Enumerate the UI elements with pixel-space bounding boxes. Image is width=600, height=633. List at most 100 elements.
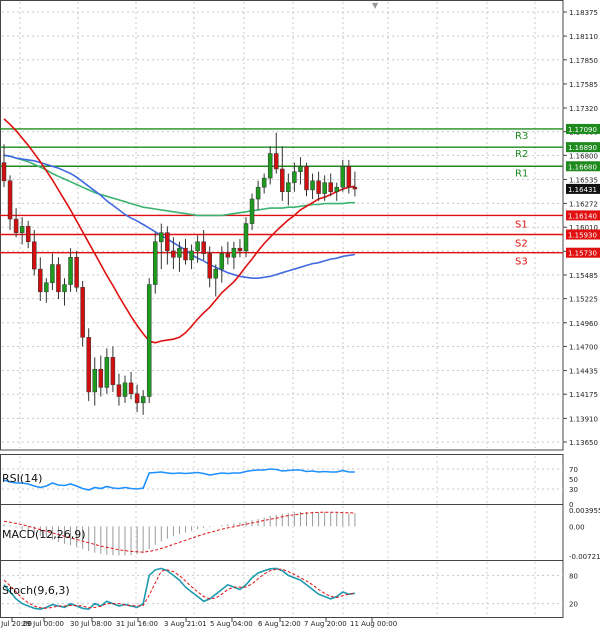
level-value-box xyxy=(566,123,600,134)
price-tick-label: 1.17320 xyxy=(569,105,598,113)
macd-signal-line xyxy=(3,511,355,553)
scroll-marker: ▼ xyxy=(372,1,379,10)
level-value-box xyxy=(566,229,600,240)
level-value-label: 1.16890 xyxy=(568,144,597,152)
candle-body xyxy=(267,153,273,179)
candle-body xyxy=(68,257,73,285)
candle-body xyxy=(286,182,291,192)
level-label-r3: R3 xyxy=(515,131,528,142)
x-axis-label: 30 Jul 08:00 xyxy=(70,620,112,628)
candle-body xyxy=(225,253,231,258)
level-label-r2: R2 xyxy=(515,149,528,160)
candle-body xyxy=(219,253,225,270)
x-axis-label: 31 Jul 16:00 xyxy=(116,620,158,628)
candle-body xyxy=(328,182,333,192)
price-tick-label: 1.13910 xyxy=(569,415,598,423)
rsi-panel-frame xyxy=(0,454,564,505)
candle-body xyxy=(322,182,327,194)
last-price-label: 1.16431 xyxy=(568,186,597,194)
candle-body xyxy=(183,247,188,261)
macd-tick-label: 0.003955 xyxy=(569,507,600,515)
rsi-tick-label: 0 xyxy=(569,501,573,509)
candle-body xyxy=(122,382,128,397)
stoch-tick-label: 80 xyxy=(569,572,578,580)
candle-body xyxy=(255,186,261,200)
candle-body xyxy=(38,268,43,293)
level-value-box xyxy=(566,210,600,221)
price-tick-label: 1.14960 xyxy=(569,320,598,328)
candle-body xyxy=(207,253,212,279)
candle-body xyxy=(304,166,309,191)
price-tick-label: 1.17585 xyxy=(569,81,598,89)
candle-body xyxy=(195,241,200,252)
candle-body xyxy=(334,186,339,192)
level-value-label: 1.17090 xyxy=(568,126,597,134)
candle-body xyxy=(153,241,158,285)
rsi-line xyxy=(3,468,355,491)
price-tick-label: 1.14175 xyxy=(569,391,598,399)
candle-body xyxy=(280,168,285,192)
candle-body xyxy=(62,284,67,293)
candle-body xyxy=(1,162,7,182)
candle-body xyxy=(298,166,303,172)
candle-body xyxy=(274,153,279,170)
moving-average-green-line xyxy=(3,154,355,217)
candle-body xyxy=(44,282,49,293)
level-label-s3: S3 xyxy=(515,257,528,268)
macd-tick-label: -0.007213 xyxy=(569,553,600,561)
rsi-label: RSI(14) xyxy=(2,472,42,485)
x-axis-label: 7 Aug 20:00 xyxy=(304,620,347,628)
candle-body xyxy=(86,337,91,393)
candle-body xyxy=(80,287,85,338)
candle-body xyxy=(310,180,315,191)
candle-body xyxy=(116,384,122,397)
price-tick-label: 1.16800 xyxy=(569,152,598,160)
level-value-box xyxy=(566,142,600,153)
price-tick-label: 1.14435 xyxy=(569,368,598,376)
candle-body xyxy=(340,166,346,188)
candle-body xyxy=(171,250,176,258)
x-axis-label: 29 Jul 00:00 xyxy=(22,620,64,628)
x-axis-label: 3 Aug 21:01 xyxy=(164,620,207,628)
candle-body xyxy=(74,257,79,288)
candle-body xyxy=(213,268,218,279)
level-label-r1: R1 xyxy=(515,168,528,179)
candle-body xyxy=(134,393,140,404)
candle-body xyxy=(19,226,25,233)
rsi-tick-label: 50 xyxy=(569,476,578,484)
price-tick-label: 1.15225 xyxy=(569,296,598,304)
level-label-s1: S1 xyxy=(515,219,528,230)
price-tick-label: 1.13650 xyxy=(569,439,598,447)
price-tick-label: 1.16272 xyxy=(569,200,598,208)
candle-body xyxy=(128,382,134,395)
candle-body xyxy=(177,247,182,258)
candle-body xyxy=(56,264,61,293)
candle-body xyxy=(92,368,97,393)
candle-body xyxy=(140,396,146,404)
level-label-s2: S2 xyxy=(515,239,528,250)
candle-body xyxy=(159,232,164,243)
candle-body xyxy=(249,198,255,224)
candle-body xyxy=(231,247,237,258)
candle-body xyxy=(50,264,55,283)
candle-body xyxy=(201,241,206,254)
candle-body xyxy=(292,171,297,183)
candle-body xyxy=(146,284,152,397)
candle-body xyxy=(32,241,37,270)
macd-tick-label: 0.00 xyxy=(569,523,585,531)
candle-body xyxy=(13,218,19,233)
level-value-label: 1.15930 xyxy=(568,232,597,240)
candle-body xyxy=(189,250,194,261)
price-tick-label: 1.16535 xyxy=(569,176,598,184)
price-tick-label: 1.17850 xyxy=(569,57,598,65)
candle-body xyxy=(165,232,170,252)
candle-body xyxy=(243,223,249,252)
stoch-label: Stoch(9,6,3) xyxy=(2,584,70,597)
level-value-box xyxy=(566,247,600,258)
level-value-label: 1.16680 xyxy=(568,163,597,171)
candle-body xyxy=(346,166,352,188)
price-tick-label: 1.15485 xyxy=(569,272,598,280)
candle-body xyxy=(98,368,104,388)
macd-label: MACD(12,26,9) xyxy=(2,528,86,541)
